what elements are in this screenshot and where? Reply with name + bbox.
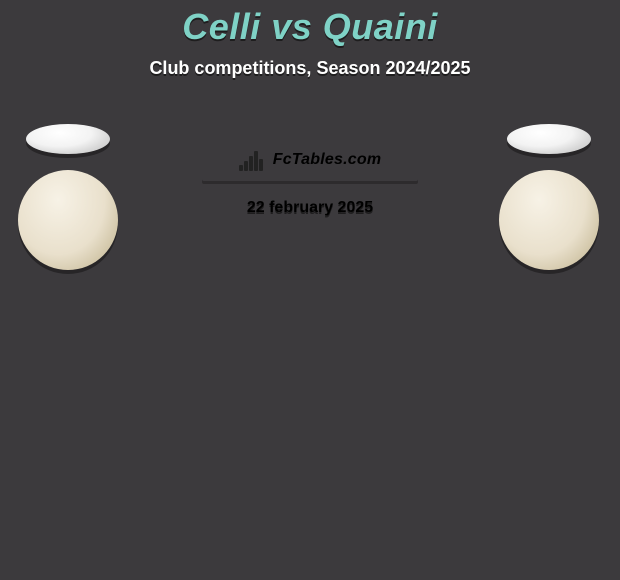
club-crest-left [18, 170, 118, 270]
player-left-block [18, 124, 118, 270]
page-title: Celli vs Quaini [0, 0, 620, 48]
player-right-avatar-placeholder [507, 124, 591, 154]
player-right-block [499, 124, 599, 270]
brand-badge: FcTables.com [202, 139, 418, 181]
page-subtitle: Club competitions, Season 2024/2025 [0, 58, 620, 79]
club-crest-right-svg [499, 170, 599, 270]
brand-bars-icon [239, 149, 267, 171]
player-left-avatar-placeholder [26, 124, 110, 154]
club-crest-left-svg [18, 170, 118, 270]
comparison-card: Celli vs Quaini Club competitions, Seaso… [0, 0, 620, 580]
brand-text: FcTables.com [273, 151, 382, 169]
club-crest-right [499, 170, 599, 270]
